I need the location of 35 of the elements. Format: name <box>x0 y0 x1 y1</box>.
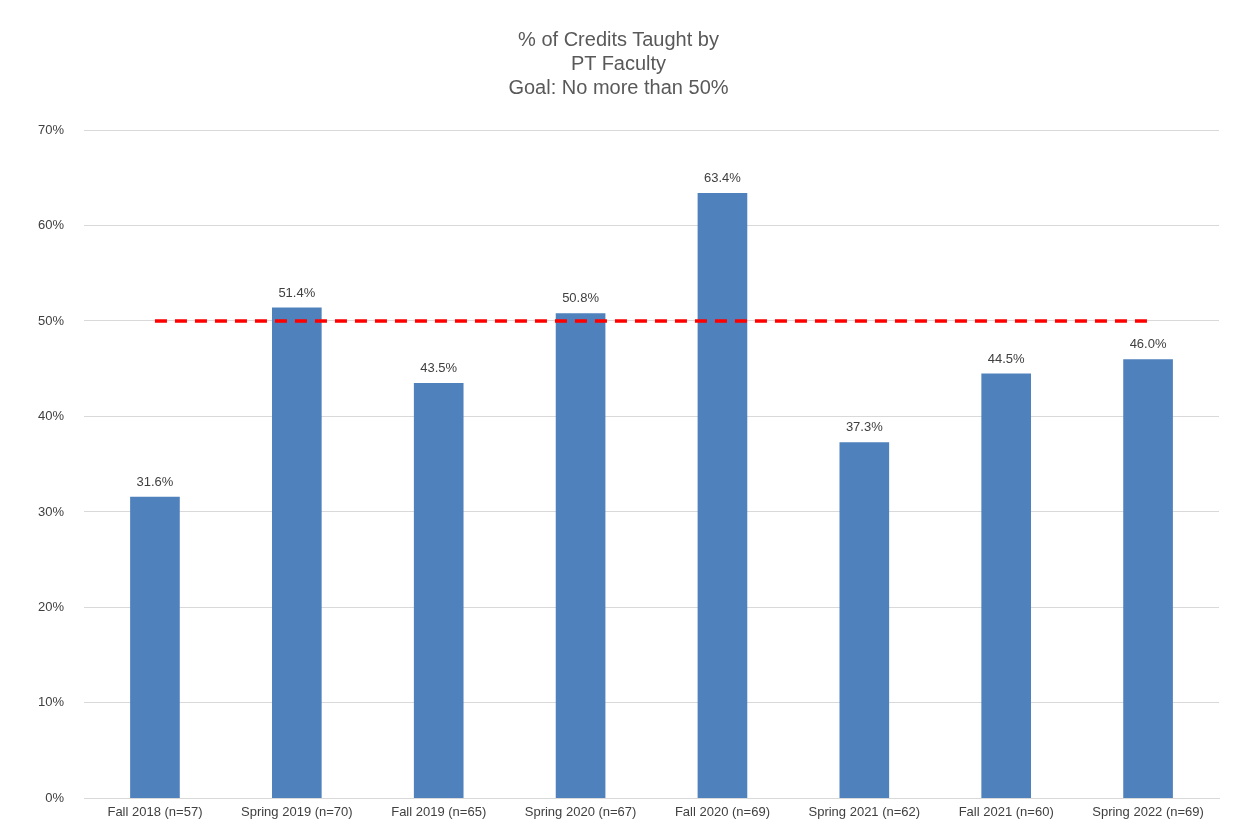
bar <box>1123 359 1173 798</box>
data-label: 44.5% <box>987 350 1026 366</box>
x-tick-label: Spring 2019 (n=70) <box>240 803 353 819</box>
text: PT Faculty <box>570 51 667 74</box>
x-tick-label: Fall 2020 (n=69) <box>674 803 770 819</box>
y-tick-label: 70% <box>37 121 65 137</box>
x-tick-label: Spring 2022 (n=69) <box>1092 803 1204 819</box>
y-tick-label: 20% <box>37 599 65 615</box>
y-tick-label: 60% <box>37 217 65 233</box>
data-label: 46.0% <box>1129 336 1167 352</box>
y-tick-label: 50% <box>37 312 65 328</box>
data-label: 50.8% <box>562 290 600 306</box>
text: % of Credits Taught by <box>518 27 719 50</box>
bar <box>981 373 1032 798</box>
y-tick-label: 0% <box>45 789 65 805</box>
y-tick-label: 40% <box>37 408 65 424</box>
bar <box>839 442 890 798</box>
bar <box>413 383 464 798</box>
x-tick-label: Spring 2020 (n=67) <box>524 803 637 819</box>
y-tick-label: 30% <box>37 503 65 519</box>
text: Goal: No more than 50% <box>508 75 729 98</box>
y-tick-label: 10% <box>37 694 65 710</box>
data-label: 31.6% <box>136 473 174 489</box>
bar <box>130 496 180 798</box>
data-label: 43.5% <box>420 360 458 376</box>
data-label: 51.4% <box>278 284 316 300</box>
x-tick-label: Fall 2018 (n=57) <box>107 803 203 819</box>
data-label: 37.3% <box>845 419 884 435</box>
x-tick-label: Fall 2019 (n=65) <box>391 803 487 819</box>
x-tick-label: Fall 2021 (n=60) <box>958 803 1054 819</box>
bar <box>697 193 748 798</box>
x-tick-label: Spring 2021 (n=62) <box>808 803 921 819</box>
data-label: 63.4% <box>704 170 742 186</box>
bar <box>555 313 606 798</box>
bar <box>272 307 322 798</box>
